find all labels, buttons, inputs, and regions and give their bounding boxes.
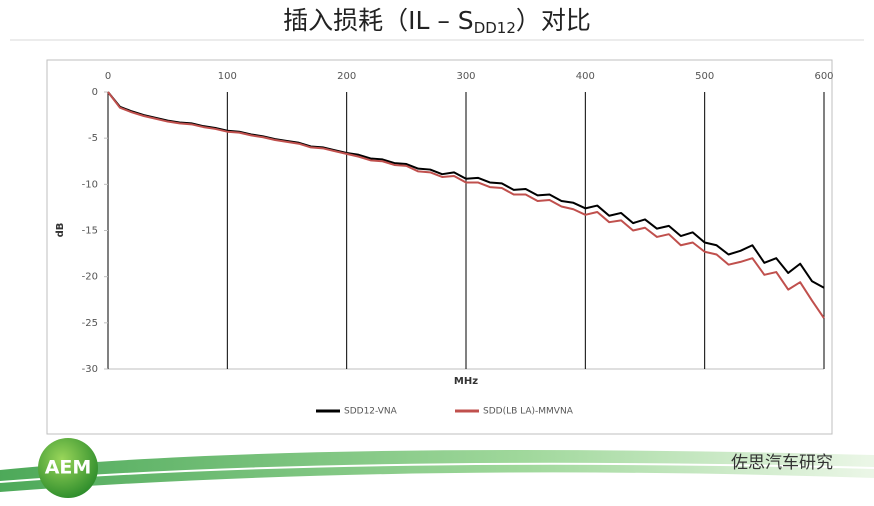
title-subscript: DD12 xyxy=(474,19,516,37)
x-tick-label: 300 xyxy=(456,71,475,82)
x-tick-label: 200 xyxy=(337,71,356,82)
logo-text: AEM xyxy=(45,457,92,479)
legend-label: SDD(LB LA)-MMVNA xyxy=(483,407,574,417)
legend-label: SDD12-VNA xyxy=(344,407,398,417)
x-tick-label: 600 xyxy=(814,71,833,82)
y-tick-label: 0 xyxy=(92,87,98,98)
y-tick-label: -10 xyxy=(82,179,98,190)
y-tick-label: -20 xyxy=(82,272,98,283)
y-tick-label: -25 xyxy=(82,318,98,329)
chart-frame xyxy=(46,59,833,435)
y-axis-label: dB xyxy=(55,223,66,238)
footer-stripe xyxy=(0,462,874,483)
x-axis-label: MHz xyxy=(454,376,478,387)
x-tick-label: 100 xyxy=(218,71,237,82)
logo xyxy=(38,438,98,498)
series-line xyxy=(107,91,825,319)
slide-title: 插入损耗（IL – SDD12）对比 xyxy=(283,6,591,37)
x-tick-label: 0 xyxy=(105,71,111,82)
x-tick-label: 500 xyxy=(695,71,714,82)
footer-band xyxy=(0,450,874,492)
title-part: ）对比 xyxy=(516,6,591,35)
y-tick-label: -5 xyxy=(88,133,98,144)
watermark: 佐思汽车研究 xyxy=(731,453,833,473)
title-part: 插入损耗（IL – S xyxy=(283,6,474,35)
x-tick-label: 400 xyxy=(576,71,595,82)
y-tick-label: -30 xyxy=(82,364,98,375)
y-tick-label: -15 xyxy=(82,226,98,237)
